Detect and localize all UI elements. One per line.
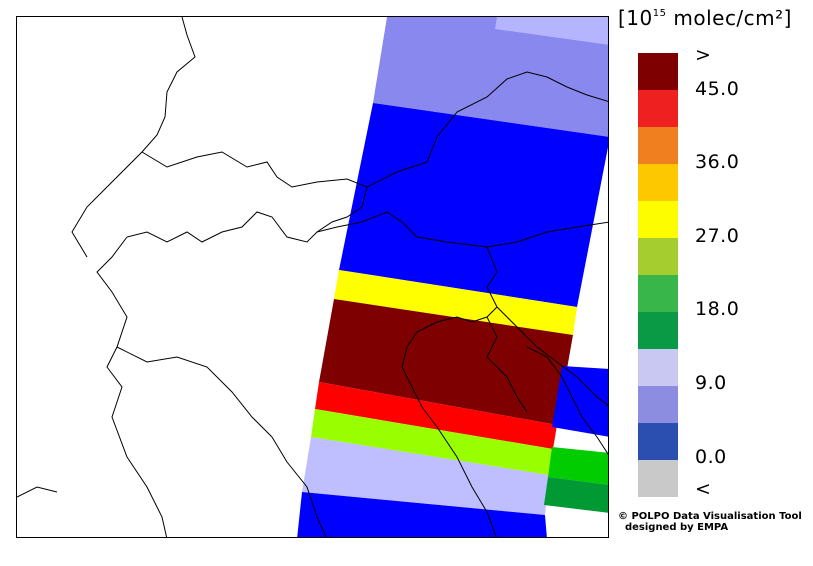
swath-band-2: [339, 103, 608, 307]
swath-band-4: [319, 299, 573, 425]
legend-tick-label: <: [695, 478, 712, 500]
swath-side-pixel-green-2: [544, 477, 608, 513]
credit-text: © POLPO Data Visualisation Tool designed…: [618, 511, 802, 533]
swath-side-pixel-blue-1: [552, 366, 608, 437]
border-france-italy: [96, 236, 168, 537]
coastline-istria: [486, 316, 528, 413]
map-canvas: [17, 17, 608, 537]
border-italy-austria: [316, 211, 608, 248]
legend-swatch: [638, 201, 678, 238]
swath-band-3: [334, 270, 577, 335]
swath-band-1: [373, 17, 608, 137]
border-croatia: [496, 306, 608, 407]
legend-unit-title: [1015 molec/cm²]: [618, 6, 792, 30]
swath-top-pixel: [495, 17, 608, 45]
swath-side-pixel-green-1: [548, 447, 608, 485]
border-switzerland: [126, 151, 368, 243]
legend-swatch: [638, 423, 678, 460]
swath-band-7: [302, 437, 549, 515]
country-borders: [17, 17, 608, 537]
legend-swatch: [638, 127, 678, 164]
border-south-france: [17, 486, 58, 498]
coastline-dalmatia: [526, 346, 608, 455]
legend-tick-label: >: [695, 44, 712, 66]
swath-band-8: [297, 492, 547, 537]
swath-band-6: [311, 409, 553, 475]
legend-swatch: [638, 164, 678, 201]
legend-tick-label: 45.0: [695, 78, 740, 100]
legend-swatch: [638, 275, 678, 312]
legend-tick-label: 9.0: [695, 372, 727, 394]
coastlines: [116, 316, 608, 537]
legend-swatch: [638, 460, 678, 497]
legend-swatch: [638, 312, 678, 349]
legend-swatch: [638, 349, 678, 386]
border-france-north: [71, 17, 196, 258]
swath-band-5: [315, 382, 557, 449]
satellite-swath: [297, 17, 608, 537]
legend-tick-label: 0.0: [695, 446, 727, 468]
border-austria-north: [366, 71, 608, 188]
coastline-tyrrhenian: [271, 436, 327, 537]
legend-tick-label: 18.0: [695, 298, 740, 320]
legend-swatch: [638, 53, 678, 90]
legend-swatch: [638, 238, 678, 275]
legend-swatch: [638, 90, 678, 127]
map-panel: [16, 16, 609, 538]
border-italy-slovenia: [486, 246, 498, 318]
coastline-ligurian: [116, 346, 273, 438]
legend-swatch: [638, 386, 678, 423]
legend-tick-label: 36.0: [695, 151, 740, 173]
coastline-italy-adriatic: [401, 316, 497, 537]
legend-tick-label: 27.0: [695, 225, 740, 247]
